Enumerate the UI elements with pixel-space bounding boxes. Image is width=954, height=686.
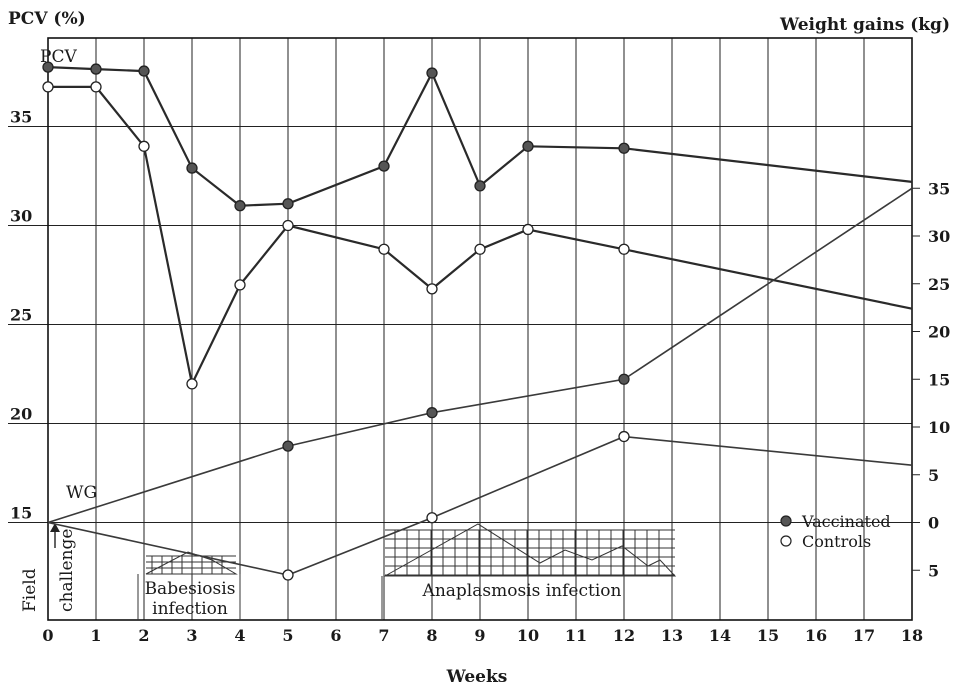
pcv-controls-marker [234, 279, 246, 291]
x-tick-label: 9 [474, 626, 485, 645]
pcv-controls-marker [186, 378, 198, 390]
x-tick-label: 16 [805, 626, 827, 645]
right-axis-title: Weight gains (kg) [779, 15, 950, 35]
legend: Vaccinated Controls [780, 512, 891, 551]
x-tick-label: 7 [378, 626, 389, 645]
pcv-vaccinated-marker [378, 160, 390, 172]
x-tick-label: 15 [757, 626, 779, 645]
x-axis-title: Weeks [446, 667, 508, 686]
x-tick-label: 18 [901, 626, 923, 645]
pcv-controls-line [48, 85, 913, 388]
x-tick-label: 6 [330, 626, 341, 645]
pcv-controls-marker [42, 81, 54, 93]
x-tick-label: 1 [90, 626, 101, 645]
field-challenge-label-1: Field [20, 568, 40, 612]
pcv-tick-label: 15 [10, 504, 32, 523]
pcv-controls-marker [378, 243, 390, 255]
wg-controls-marker [618, 430, 630, 443]
left-axis-title: PCV (%) [8, 9, 86, 29]
pcv-vaccinated-marker [186, 162, 198, 174]
x-tick-label: 0 [42, 626, 53, 645]
wg-tick-label: 30 [928, 227, 950, 246]
x-tick-label: 5 [282, 626, 293, 645]
x-tick-label: 8 [426, 626, 437, 645]
wg-tick-label: 20 [928, 323, 950, 342]
wg-vaccinated-marker [426, 407, 438, 419]
legend-vaccinated-marker [780, 515, 792, 527]
legend-vaccinated-label: Vaccinated [801, 512, 891, 531]
pcv-vaccinated-marker [138, 65, 150, 77]
wg-controls-marker [426, 512, 438, 524]
pcv-controls-marker [474, 243, 486, 255]
anaplasmosis-shape [383, 523, 677, 577]
pcv-tick-label: 35 [10, 108, 32, 127]
pcv-vaccinated-marker [474, 180, 486, 192]
wg-annotation: WG [66, 483, 97, 503]
wg-tick-label: 0 [928, 514, 939, 533]
pcv-tick-label: 20 [10, 405, 32, 424]
wg-tick-label: 5 [928, 466, 939, 485]
x-tick-label: 3 [186, 626, 197, 645]
wg-tick-label: 25 [928, 275, 950, 294]
x-tick-label: 17 [853, 626, 875, 645]
x-tick-label: 12 [613, 626, 635, 645]
tick-layer: 0 1 2 3 4 5 6 7 8 9 10 11 12 13 14 15 16 17 18152025303550… [10, 108, 950, 646]
legend-controls-label: Controls [802, 532, 871, 551]
pcv-vaccinated-marker [282, 198, 294, 210]
pcv-controls-marker [138, 140, 150, 152]
pcv-vaccinated-marker [42, 61, 54, 73]
x-tick-label: 10 [517, 626, 539, 645]
pcv-vaccinated-marker [234, 200, 246, 212]
pcv-vaccinated-marker [426, 67, 438, 79]
anaplasmosis-label: Anaplasmosis infection [422, 581, 622, 601]
pcv-controls-marker [282, 219, 294, 232]
pcv-vaccinated-line [47, 66, 913, 207]
wg-tick-label: 15 [928, 370, 950, 389]
wg-tick-label: 35 [928, 179, 950, 198]
x-tick-label: 14 [709, 626, 731, 645]
x-tick-label: 2 [138, 626, 149, 645]
x-tick-label: 11 [565, 626, 587, 645]
pcv-vaccinated-marker [522, 140, 534, 152]
pcv-controls-marker [618, 243, 630, 255]
babesiosis-label-1: Babesiosis [145, 579, 236, 599]
plot-frame [47, 37, 913, 621]
field-challenge-arrowhead [50, 523, 60, 532]
grid-layer [8, 37, 920, 621]
pcv-vaccinated-marker [618, 142, 630, 154]
pcv-vaccinated-marker [90, 63, 102, 75]
wg-tick-label: 10 [928, 418, 950, 437]
babesiosis-label-2: infection [152, 599, 228, 619]
wg-vaccinated-marker [618, 373, 630, 385]
x-tick-label: 4 [234, 626, 245, 645]
pcv-controls-marker [522, 223, 534, 236]
legend-controls-marker [780, 535, 792, 547]
wg-vaccinated-marker [282, 440, 294, 452]
pcv-controls-marker [426, 283, 438, 295]
hatch-layer [137, 523, 677, 620]
wg-controls-marker [282, 569, 294, 581]
series-layer [42, 61, 913, 581]
field-challenge-label-2: challenge [57, 529, 77, 612]
pcv-controls-marker [90, 81, 102, 93]
pcv-tick-label: 25 [10, 306, 32, 325]
wg-tick-label: 5 [928, 561, 939, 580]
pcv-tick-label: 30 [10, 207, 32, 226]
x-tick-label: 13 [661, 626, 683, 645]
pcv-annotation: PCV [40, 47, 77, 67]
